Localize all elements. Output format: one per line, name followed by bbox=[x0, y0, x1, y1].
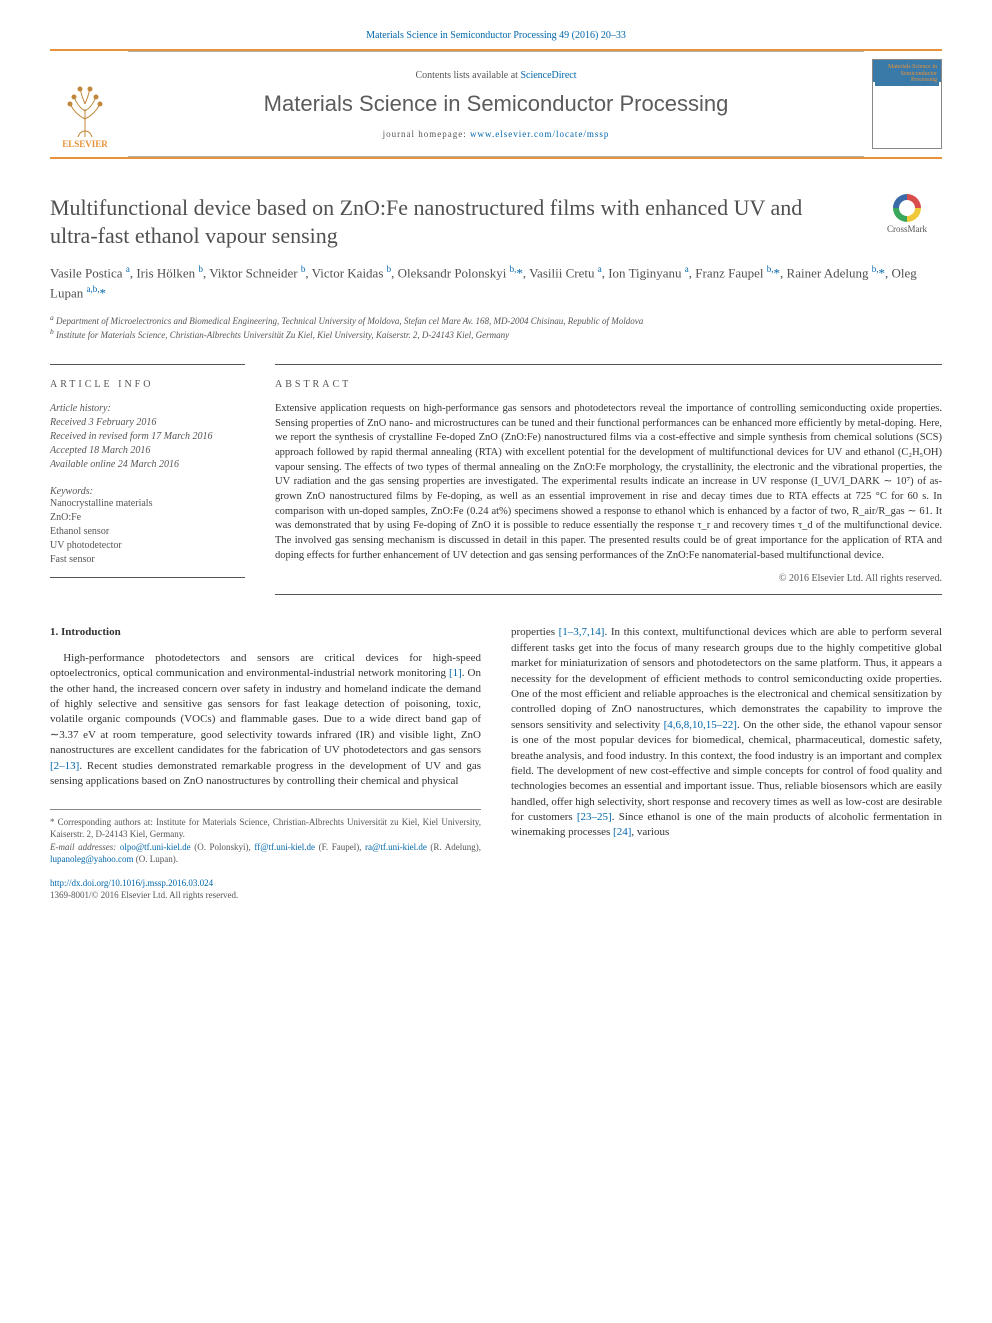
title-block: Multifunctional device based on ZnO:Fe n… bbox=[50, 194, 942, 249]
crossmark-label: CrossMark bbox=[887, 224, 927, 234]
sciencedirect-link[interactable]: ScienceDirect bbox=[520, 70, 576, 81]
abstract-copyright: © 2016 Elsevier Ltd. All rights reserved… bbox=[275, 573, 942, 584]
abstract-text: Extensive application requests on high-p… bbox=[275, 402, 942, 564]
article-info-column: ARTICLE INFO Article history: Received 3… bbox=[50, 364, 245, 596]
issn-copyright: 1369-8001/© 2016 Elsevier Ltd. All right… bbox=[50, 889, 481, 902]
banner-center: Contents lists available at ScienceDirec… bbox=[128, 51, 864, 157]
article-title: Multifunctional device based on ZnO:Fe n… bbox=[50, 194, 852, 249]
abstract-column: ABSTRACT Extensive application requests … bbox=[275, 364, 942, 596]
affiliations: a Department of Microelectronics and Bio… bbox=[50, 313, 942, 342]
body-columns: 1. Introduction High-performance photode… bbox=[50, 625, 942, 902]
intro-para-2: properties [1–3,7,14]. In this context, … bbox=[511, 625, 942, 840]
citation-link[interactable]: Materials Science in Semiconductor Proce… bbox=[366, 30, 626, 41]
crossmark-badge[interactable]: CrossMark bbox=[872, 194, 942, 234]
crossmark-icon bbox=[893, 194, 921, 222]
article-info-label: ARTICLE INFO bbox=[50, 379, 245, 390]
keywords-list: Nanocrystalline materials ZnO:Fe Ethanol… bbox=[50, 497, 245, 567]
homepage-line: journal homepage: www.elsevier.com/locat… bbox=[383, 129, 610, 139]
affiliation-b: b Institute for Materials Science, Chris… bbox=[50, 327, 942, 342]
abstract-label: ABSTRACT bbox=[275, 379, 942, 390]
authors-list: Vasile Postica a, Iris Hölken b, Viktor … bbox=[50, 263, 942, 303]
elsevier-tree-icon bbox=[60, 79, 110, 139]
affiliation-a: a Department of Microelectronics and Bio… bbox=[50, 313, 942, 328]
footnotes: * Corresponding authors at: Institute fo… bbox=[50, 809, 481, 865]
citation-header: Materials Science in Semiconductor Proce… bbox=[50, 30, 942, 41]
publisher-logo: ELSEVIER bbox=[50, 59, 120, 149]
journal-banner: ELSEVIER Contents lists available at Sci… bbox=[50, 49, 942, 159]
doi-block: http://dx.doi.org/10.1016/j.mssp.2016.03… bbox=[50, 877, 481, 902]
article-history: Article history: Received 3 February 201… bbox=[50, 402, 245, 472]
journal-name: Materials Science in Semiconductor Proce… bbox=[264, 91, 729, 117]
keywords-label: Keywords: bbox=[50, 486, 245, 497]
doi-link[interactable]: http://dx.doi.org/10.1016/j.mssp.2016.03… bbox=[50, 878, 213, 888]
publisher-logo-text: ELSEVIER bbox=[62, 139, 108, 149]
homepage-link[interactable]: www.elsevier.com/locate/mssp bbox=[470, 129, 609, 139]
section-1-heading: 1. Introduction bbox=[50, 625, 481, 640]
body-column-left: 1. Introduction High-performance photode… bbox=[50, 625, 481, 902]
intro-para-1: High-performance photodetectors and sens… bbox=[50, 651, 481, 790]
email-addresses: E-mail addresses: olpo@tf.uni-kiel.de (O… bbox=[50, 841, 481, 865]
info-abstract-row: ARTICLE INFO Article history: Received 3… bbox=[50, 364, 942, 596]
journal-cover-thumbnail: Materials Science in Semiconductor Proce… bbox=[872, 59, 942, 149]
corresponding-note: * Corresponding authors at: Institute fo… bbox=[50, 816, 481, 840]
contents-line: Contents lists available at ScienceDirec… bbox=[415, 70, 576, 81]
body-column-right: properties [1–3,7,14]. In this context, … bbox=[511, 625, 942, 902]
